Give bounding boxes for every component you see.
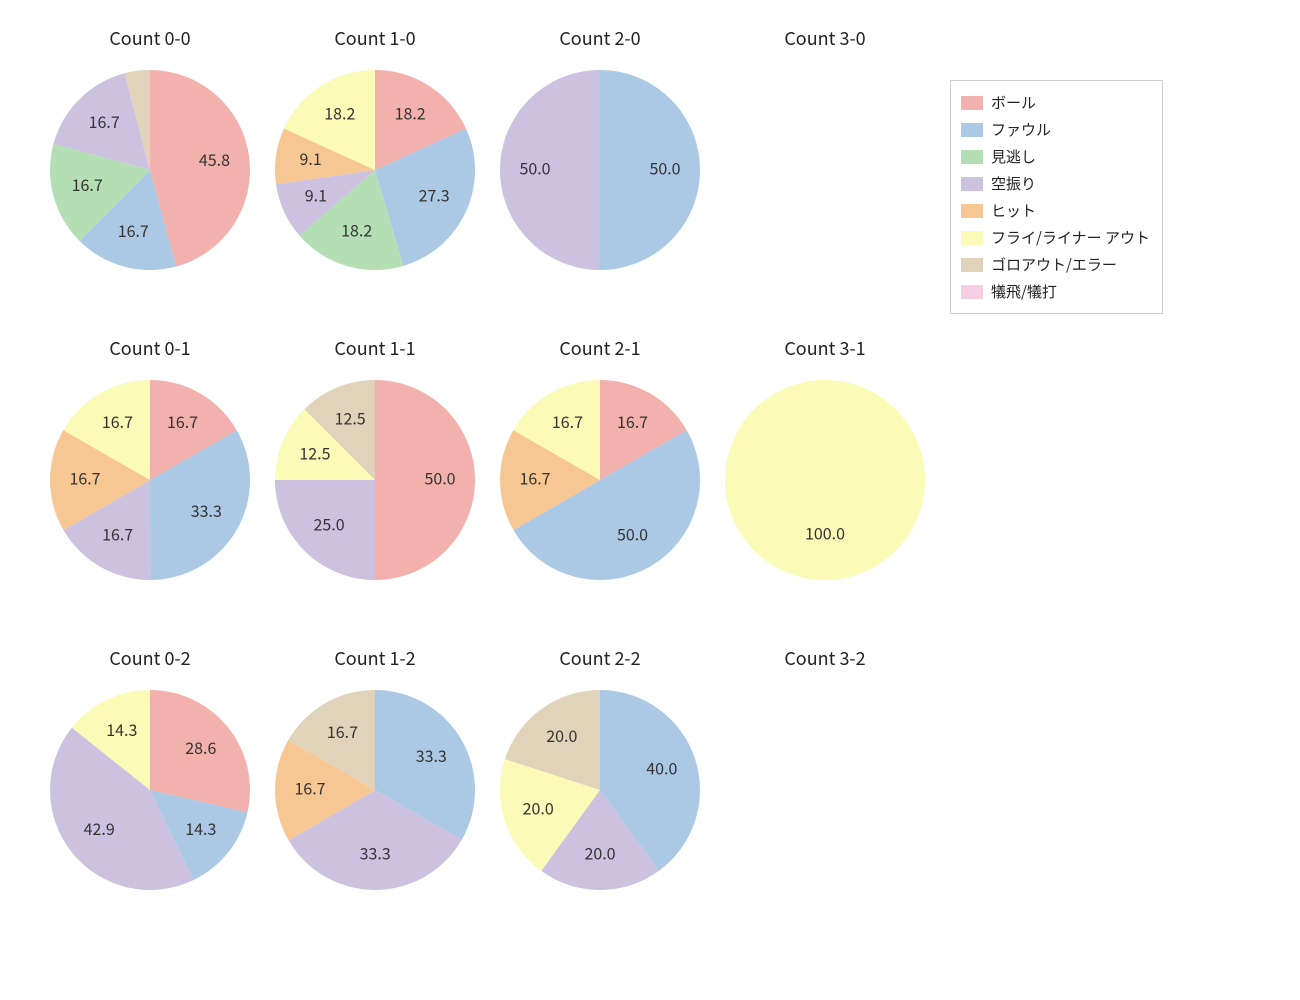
pie-slice-label: 33.3 (416, 743, 447, 767)
pie-title: Count 0-1 (40, 335, 260, 361)
pie-slice-label: 50.0 (617, 522, 648, 546)
pie-slice-label: 16.7 (102, 409, 133, 433)
pie-chart: 50.0 50.0 (495, 65, 705, 275)
pie-slice-label: 28.6 (185, 735, 216, 759)
pie-slice-label: 27.3 (419, 182, 450, 206)
legend-label: ボール (991, 92, 1036, 113)
legend-item: ヒット (961, 197, 1150, 224)
pie-slice-label: 18.2 (395, 101, 426, 125)
legend-swatch (961, 231, 983, 245)
pie-title: Count 2-0 (490, 25, 710, 51)
pie-slice-label: 16.7 (167, 409, 198, 433)
pie-slice-label: 14.3 (106, 717, 137, 741)
pie-title: Count 1-2 (265, 645, 485, 671)
pie-title: Count 1-0 (265, 25, 485, 51)
pie-title: Count 2-1 (490, 335, 710, 361)
pie-chart: 16.7 33.3 16.7 16.7 16.7 (45, 375, 255, 585)
legend-item: ゴロアウト/エラー (961, 251, 1150, 278)
pie-slice-label: 16.7 (102, 522, 133, 546)
pie-slice-label: 25.0 (313, 511, 344, 535)
legend-swatch (961, 96, 983, 110)
legend-item: 見逃し (961, 143, 1150, 170)
pie-chart (720, 65, 930, 275)
pie-slice-label: 16.7 (327, 719, 358, 743)
pie-title: Count 1-1 (265, 335, 485, 361)
pie-title: Count 2-2 (490, 645, 710, 671)
chart-stage: ボールファウル見逃し空振りヒットフライ/ライナー アウトゴロアウト/エラー犠飛/… (0, 0, 1300, 1000)
legend-item: 犠飛/犠打 (961, 278, 1150, 305)
pie-slice-label: 50.0 (519, 155, 550, 179)
pie-slice-label: 18.2 (324, 101, 355, 125)
pie-slice-label: 16.7 (617, 409, 648, 433)
pie-slice-label: 40.0 (646, 755, 677, 779)
legend-label: ゴロアウト/エラー (991, 254, 1117, 275)
legend-item: 空振り (961, 170, 1150, 197)
pie-slice-label: 50.0 (649, 155, 680, 179)
legend-swatch (961, 177, 983, 191)
legend-label: フライ/ライナー アウト (991, 227, 1150, 248)
pie-slice-label: 12.5 (335, 405, 366, 429)
pie-slice-label: 9.1 (300, 146, 322, 170)
legend-label: 犠飛/犠打 (991, 281, 1057, 302)
pie-chart: 18.227.318.29.19.118.2 (270, 65, 480, 275)
pie-title: Count 3-0 (715, 25, 935, 51)
pie-title: Count 0-2 (40, 645, 260, 671)
legend-item: ボール (961, 89, 1150, 116)
legend-label: ファウル (991, 119, 1051, 140)
legend-swatch (961, 123, 983, 137)
pie-slice-label: 33.3 (191, 498, 222, 522)
legend-label: 見逃し (991, 146, 1036, 167)
pie-chart: 50.0 25.0 12.512.5 (270, 375, 480, 585)
legend-item: ファウル (961, 116, 1150, 143)
pie-chart: 28.6 14.3 42.9 14.3 (45, 685, 255, 895)
pie-slice-label: 33.3 (360, 840, 391, 864)
pie-slice (725, 380, 925, 580)
pie-slice-label: 16.7 (118, 218, 149, 242)
pie-slice-label: 16.7 (89, 109, 120, 133)
pie-slice-label: 18.2 (341, 218, 372, 242)
pie-slice-label: 42.9 (84, 816, 115, 840)
pie-slice-label: 100.0 (805, 520, 845, 544)
legend-swatch (961, 285, 983, 299)
pie-slice-label: 16.7 (519, 465, 550, 489)
pie-slice-label: 14.3 (185, 816, 216, 840)
pie-slice-label: 20.0 (584, 840, 615, 864)
pie-slice-label: 16.7 (552, 409, 583, 433)
legend-label: 空振り (991, 173, 1036, 194)
pie-slice-label: 16.7 (69, 465, 100, 489)
pie-chart (720, 685, 930, 895)
legend: ボールファウル見逃し空振りヒットフライ/ライナー アウトゴロアウト/エラー犠飛/… (950, 80, 1163, 314)
legend-label: ヒット (991, 200, 1036, 221)
pie-slice-label: 9.1 (305, 182, 327, 206)
pie-slice-label: 20.0 (523, 795, 554, 819)
pie-title: Count 3-1 (715, 335, 935, 361)
pie-slice-label: 20.0 (546, 723, 577, 747)
legend-item: フライ/ライナー アウト (961, 224, 1150, 251)
legend-swatch (961, 150, 983, 164)
pie-chart: 100.0 (720, 375, 930, 585)
pie-title: Count 0-0 (40, 25, 260, 51)
legend-swatch (961, 258, 983, 272)
pie-chart: 16.7 50.0 16.7 16.7 (495, 375, 705, 585)
pie-slice-label: 16.7 (72, 172, 103, 196)
pie-slice-label: 50.0 (424, 465, 455, 489)
legend-swatch (961, 204, 983, 218)
pie-slice-label: 45.8 (199, 147, 230, 171)
pie-title: Count 3-2 (715, 645, 935, 671)
pie-slice-label: 16.7 (294, 776, 325, 800)
pie-chart: 33.3 33.3 16.7 16.7 (270, 685, 480, 895)
pie-slice-label: 12.5 (299, 440, 330, 464)
pie-chart: 45.8 16.7 16.7 16.7 (45, 65, 255, 275)
pie-chart: 40.0 20.0 20.0 20.0 (495, 685, 705, 895)
